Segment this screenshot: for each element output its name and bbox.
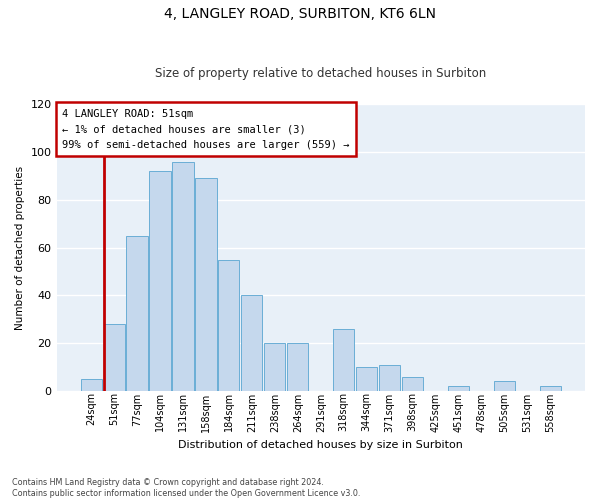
Bar <box>402 376 423 391</box>
Bar <box>356 367 377 391</box>
Y-axis label: Number of detached properties: Number of detached properties <box>15 166 25 330</box>
Bar <box>104 324 125 391</box>
Bar <box>448 386 469 391</box>
Bar <box>80 379 101 391</box>
Bar <box>264 343 286 391</box>
Title: Size of property relative to detached houses in Surbiton: Size of property relative to detached ho… <box>155 66 487 80</box>
Bar <box>196 178 217 391</box>
Bar <box>379 364 400 391</box>
Bar <box>149 171 170 391</box>
Bar <box>172 162 194 391</box>
X-axis label: Distribution of detached houses by size in Surbiton: Distribution of detached houses by size … <box>178 440 463 450</box>
Bar <box>333 329 354 391</box>
Text: 4, LANGLEY ROAD, SURBITON, KT6 6LN: 4, LANGLEY ROAD, SURBITON, KT6 6LN <box>164 8 436 22</box>
Bar <box>287 343 308 391</box>
Bar <box>494 382 515 391</box>
Text: 4 LANGLEY ROAD: 51sqm
← 1% of detached houses are smaller (3)
99% of semi-detach: 4 LANGLEY ROAD: 51sqm ← 1% of detached h… <box>62 108 349 150</box>
Bar <box>540 386 561 391</box>
Bar <box>127 236 148 391</box>
Bar <box>241 296 262 391</box>
Text: Contains HM Land Registry data © Crown copyright and database right 2024.
Contai: Contains HM Land Registry data © Crown c… <box>12 478 361 498</box>
Bar <box>218 260 239 391</box>
